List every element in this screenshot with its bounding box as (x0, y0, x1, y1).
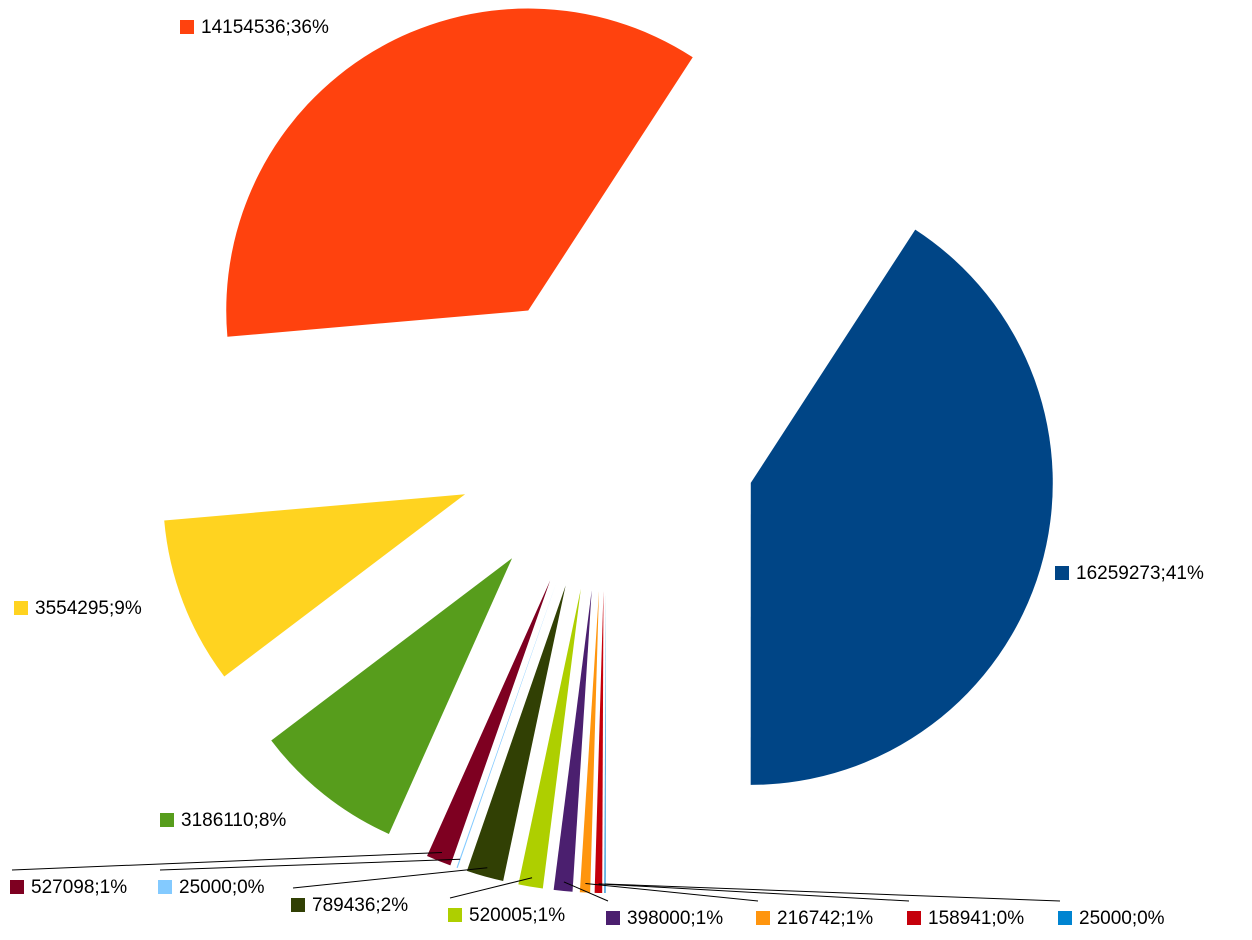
legend-swatch (1055, 566, 1069, 580)
pie-slice (226, 8, 693, 337)
pie-slice (594, 590, 604, 893)
pie-slice (518, 588, 581, 889)
legend-swatch (160, 813, 174, 827)
data-label: 25000;0% (179, 877, 265, 898)
legend-swatch (14, 601, 28, 615)
pie-slice (750, 229, 1053, 785)
leader-line (598, 883, 910, 902)
pie-slice (164, 494, 466, 677)
leader-line (449, 877, 533, 899)
leader-line (292, 867, 488, 889)
pie-slice (553, 590, 592, 892)
data-label: 520005;1% (469, 905, 565, 926)
leader-line (563, 881, 609, 902)
leader-line (585, 882, 759, 902)
data-label: 16259273;41% (1076, 563, 1204, 584)
legend-swatch (10, 880, 24, 894)
pie-slice (271, 558, 513, 834)
legend-swatch (606, 911, 620, 925)
data-label: 3554295;9% (35, 598, 142, 619)
legend-swatch (907, 911, 921, 925)
data-label: 25000;0% (1079, 908, 1165, 929)
pie-slice (604, 590, 606, 893)
pie-slice (579, 590, 599, 893)
data-label: 216742;1% (777, 908, 873, 929)
legend-swatch (180, 20, 194, 34)
pie-slice (466, 585, 566, 881)
leader-line (604, 883, 1061, 902)
leader-line (159, 858, 461, 871)
legend-swatch (756, 911, 770, 925)
data-label: 3186110;8% (181, 810, 286, 831)
data-label: 398000;1% (627, 908, 723, 929)
leader-line (11, 852, 442, 871)
data-label: 158941;0% (928, 908, 1024, 929)
data-label: 14154536;36% (201, 17, 329, 38)
legend-swatch (291, 898, 305, 912)
pie-slice (427, 580, 551, 866)
legend-swatch (1058, 911, 1072, 925)
legend-swatch (158, 880, 172, 894)
legend-swatch (448, 908, 462, 922)
pie-slice (456, 582, 557, 869)
data-label: 789436;2% (312, 895, 408, 916)
data-label: 527098;1% (31, 877, 127, 898)
